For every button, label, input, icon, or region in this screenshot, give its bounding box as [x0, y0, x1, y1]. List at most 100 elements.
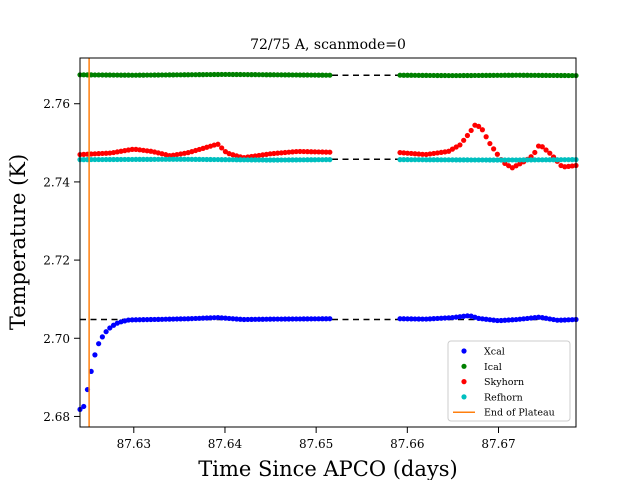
data-point — [282, 72, 288, 78]
data-point — [107, 325, 113, 331]
data-point — [442, 157, 448, 163]
data-point — [99, 334, 105, 340]
data-point — [151, 72, 158, 78]
data-point — [178, 72, 184, 78]
data-point — [166, 72, 173, 78]
data-point — [491, 157, 497, 163]
data-point — [278, 157, 284, 163]
data-point — [137, 156, 143, 162]
data-point — [397, 149, 403, 156]
data-point — [554, 157, 560, 163]
x-tick-label: 87.64 — [208, 437, 243, 451]
data-point — [192, 156, 199, 162]
data-point — [520, 316, 527, 322]
data-point — [122, 72, 128, 78]
data-point — [144, 156, 150, 162]
data-point — [569, 157, 575, 163]
data-point — [479, 157, 485, 163]
data-point — [278, 72, 284, 78]
data-point — [207, 315, 214, 321]
legend-marker — [461, 348, 467, 354]
series-skyhorn — [77, 122, 579, 171]
data-point — [252, 316, 258, 322]
data-point — [174, 316, 180, 322]
data-point — [316, 157, 322, 163]
data-point — [237, 157, 243, 163]
data-point — [81, 403, 87, 410]
data-point — [125, 156, 132, 163]
data-point — [532, 149, 538, 156]
data-point — [569, 72, 575, 79]
data-point — [155, 316, 161, 322]
data-point — [419, 316, 426, 322]
data-point — [565, 317, 572, 323]
data-point — [185, 156, 191, 162]
data-point — [252, 157, 258, 163]
data-point — [524, 72, 530, 78]
data-point — [438, 315, 444, 321]
data-point — [192, 315, 199, 322]
x-tick-label: 87.65 — [299, 437, 333, 451]
data-point — [327, 157, 333, 163]
data-point — [408, 157, 414, 163]
data-point — [427, 157, 433, 163]
data-point — [129, 317, 135, 323]
data-point — [483, 134, 489, 140]
data-point — [289, 316, 296, 322]
data-point — [118, 156, 124, 163]
data-point — [137, 317, 143, 323]
data-point — [434, 315, 441, 322]
data-point — [434, 72, 441, 79]
data-point — [442, 72, 448, 79]
data-point — [96, 72, 102, 78]
data-point — [263, 157, 270, 163]
legend-label: Refhorn — [484, 392, 523, 403]
data-point — [509, 317, 515, 323]
data-point — [245, 71, 251, 78]
data-point — [457, 72, 463, 79]
data-point — [412, 72, 418, 78]
data-point — [248, 316, 255, 322]
data-point — [517, 72, 523, 78]
data-point — [241, 157, 247, 163]
data-point — [308, 72, 314, 78]
data-point — [275, 150, 281, 156]
data-point — [215, 156, 221, 163]
data-point — [535, 314, 542, 320]
data-point — [230, 157, 236, 163]
data-point — [539, 144, 545, 150]
data-point — [215, 314, 221, 321]
data-point — [230, 316, 236, 322]
data-point — [178, 156, 184, 162]
data-point — [211, 156, 217, 163]
data-point — [524, 157, 530, 163]
data-point — [129, 146, 135, 152]
data-point — [502, 157, 508, 163]
data-point — [468, 157, 474, 163]
data-point — [569, 317, 575, 323]
data-point — [178, 316, 184, 322]
y-tick-label: 2.74 — [43, 175, 70, 189]
data-point — [509, 72, 515, 78]
y-axis: 2.68 2.70 2.72 2.74 2.76 — [43, 97, 80, 424]
data-point — [316, 72, 322, 78]
data-point — [558, 317, 564, 323]
data-point — [464, 313, 471, 319]
data-point — [88, 368, 94, 375]
data-point — [137, 72, 143, 78]
data-point — [204, 71, 210, 78]
data-point — [498, 72, 504, 78]
data-point — [479, 127, 485, 133]
data-point — [498, 157, 504, 163]
data-point — [114, 156, 120, 163]
data-point — [282, 157, 288, 163]
data-point — [312, 149, 318, 155]
data-point — [528, 72, 534, 78]
data-point — [308, 157, 314, 163]
data-point — [103, 329, 109, 335]
data-point — [494, 72, 500, 78]
legend-label: Skyhorn — [484, 377, 524, 388]
data-point — [539, 157, 545, 163]
data-point — [118, 72, 124, 78]
y-tick-label: 2.68 — [43, 410, 70, 424]
